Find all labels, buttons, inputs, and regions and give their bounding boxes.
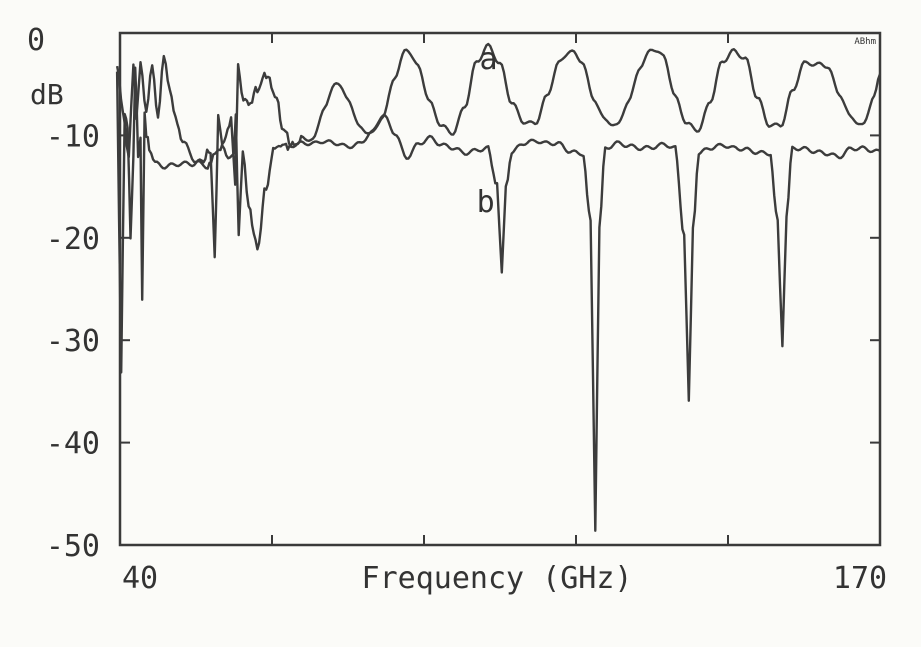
y-tick-label: -30 [46,324,100,359]
y-axis-unit-label: dB [30,78,64,111]
x-tick-label: 40 [122,561,158,596]
y-tick-label: -10 [46,119,100,154]
plot-frame [118,31,882,547]
y-tick-label: -50 [46,529,100,564]
corner-annotation: ABhm [854,37,876,47]
y-tick-label: -20 [46,222,100,257]
tick-marks [119,32,881,546]
series-label-b: b [477,185,495,220]
x-axis-label: Frequency (GHz) [362,561,633,596]
series-line-a [115,42,882,186]
labels-layer: dB Frequency (GHz) ABhm a b 0 -10 -20 -30 -40 -… [27,23,887,596]
y-tick-label: 0 [27,23,45,58]
x-tick-label: 170 [833,561,887,596]
series-layer [115,42,882,532]
series-line-b [115,66,881,532]
y-tick-label: -40 [46,427,100,462]
series-label-a: a [480,42,498,77]
